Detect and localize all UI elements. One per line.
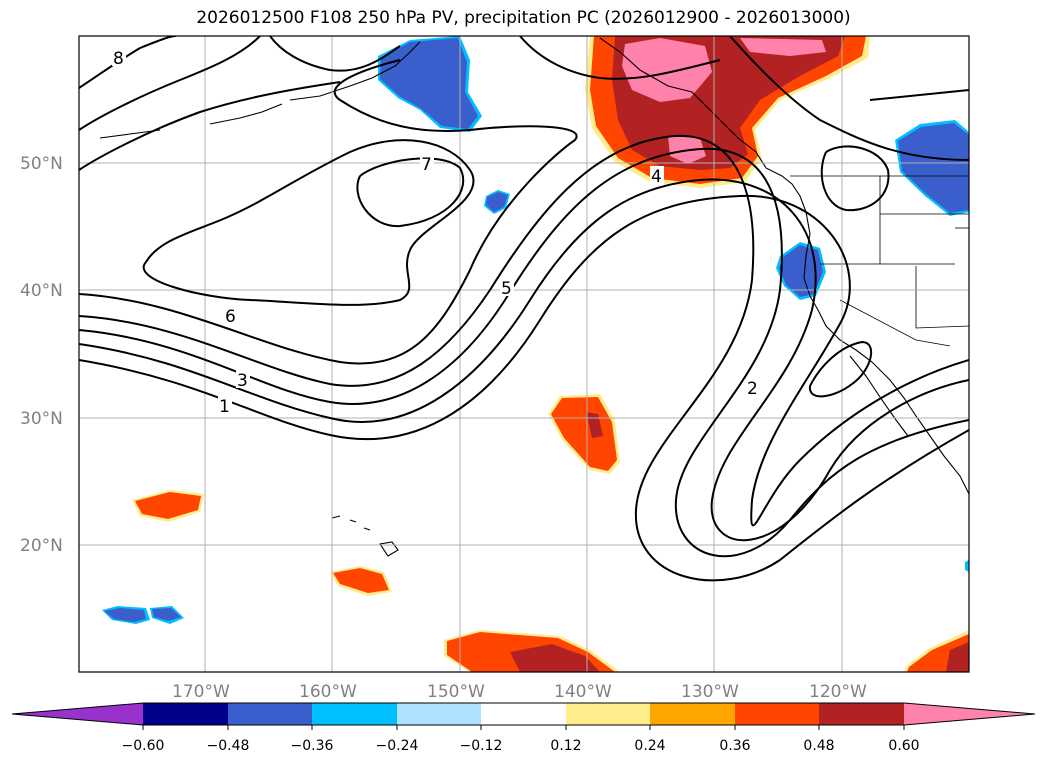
colorbar: −0.60 −0.48 −0.36 −0.24 −0.12 0.12 0.24 … [11,702,1036,754]
lon-label-120w: 120°W [809,682,867,702]
pv-contour-label-1: 1 [219,397,230,417]
colorbar-segment-5 [481,703,566,725]
map-panel [79,36,969,672]
colorbar-tick-6: 0.12 [550,738,581,754]
colorbar-tick-1: −0.60 [122,738,165,754]
gridlines [79,36,969,672]
pv-contour-6 [142,139,475,306]
pv-contour-5 [79,59,578,365]
colorbar-tick-7: 0.24 [634,738,665,754]
pv-contour-label-7: 7 [421,155,432,175]
lon-label-140w: 140°W [554,682,612,702]
pv-contour-3 [79,147,969,558]
colorbar-tick-9: 0.48 [803,738,834,754]
pv-contour-label-8: 8 [113,49,124,69]
lon-labels: 170°W 160°W 150°W 140°W 130°W 120°W [172,682,867,702]
pv-contour-label-2: 2 [747,379,758,399]
pv-contour-label-6: 6 [225,307,236,327]
map-title: 2026012500 F108 250 hPa PV, precipitatio… [196,8,851,28]
pv-contour-label-3: 3 [237,371,248,391]
lat-label-30n: 30°N [20,409,63,429]
colorbar-segment-8 [735,703,819,725]
map-frame [78,35,970,673]
colorbar-segment-4 [397,703,481,725]
pv-contour-label-5: 5 [501,279,512,299]
lat-label-50n: 50°N [20,154,63,174]
pv-contour-label-group: 8 7 6 5 4 3 2 1 [112,48,760,417]
pv-contour-8 [79,36,177,89]
colorbar-segment-1 [143,703,228,725]
pv-contour-4 [79,134,969,582]
colorbar-extend-low [12,703,143,725]
lat-label-20n: 20°N [20,536,63,556]
pv-contour-7 [356,157,465,228]
colorbar-segment-3 [312,703,397,725]
colorbar-extend-high [904,703,1035,725]
colorbar-tick-8: 0.36 [719,738,750,754]
lat-labels: 50°N 40°N 30°N 20°N [20,154,63,556]
pv-contours [79,36,969,582]
colorbar-tick-5: −0.12 [460,738,503,754]
lon-label-130w: 130°W [681,682,739,702]
colorbar-tick-4: −0.24 [376,738,419,754]
lon-label-160w: 160°W [299,682,357,702]
colorbar-segment-9 [819,703,904,725]
pv-contour-label-4: 4 [651,167,662,187]
colorbar-segment-7 [650,703,735,725]
colorbar-segment-6 [566,703,650,725]
lon-label-170w: 170°W [172,682,230,702]
pv-contour-1 [79,194,969,527]
lon-label-150w: 150°W [427,682,485,702]
lat-label-40n: 40°N [20,281,63,301]
colorbar-tick-2: −0.48 [207,738,250,754]
colorbar-tick-10: 0.60 [888,738,919,754]
colorbar-tick-3: −0.36 [291,738,334,754]
colorbar-segment-2 [228,703,312,725]
negative-precip-regions [102,36,969,624]
